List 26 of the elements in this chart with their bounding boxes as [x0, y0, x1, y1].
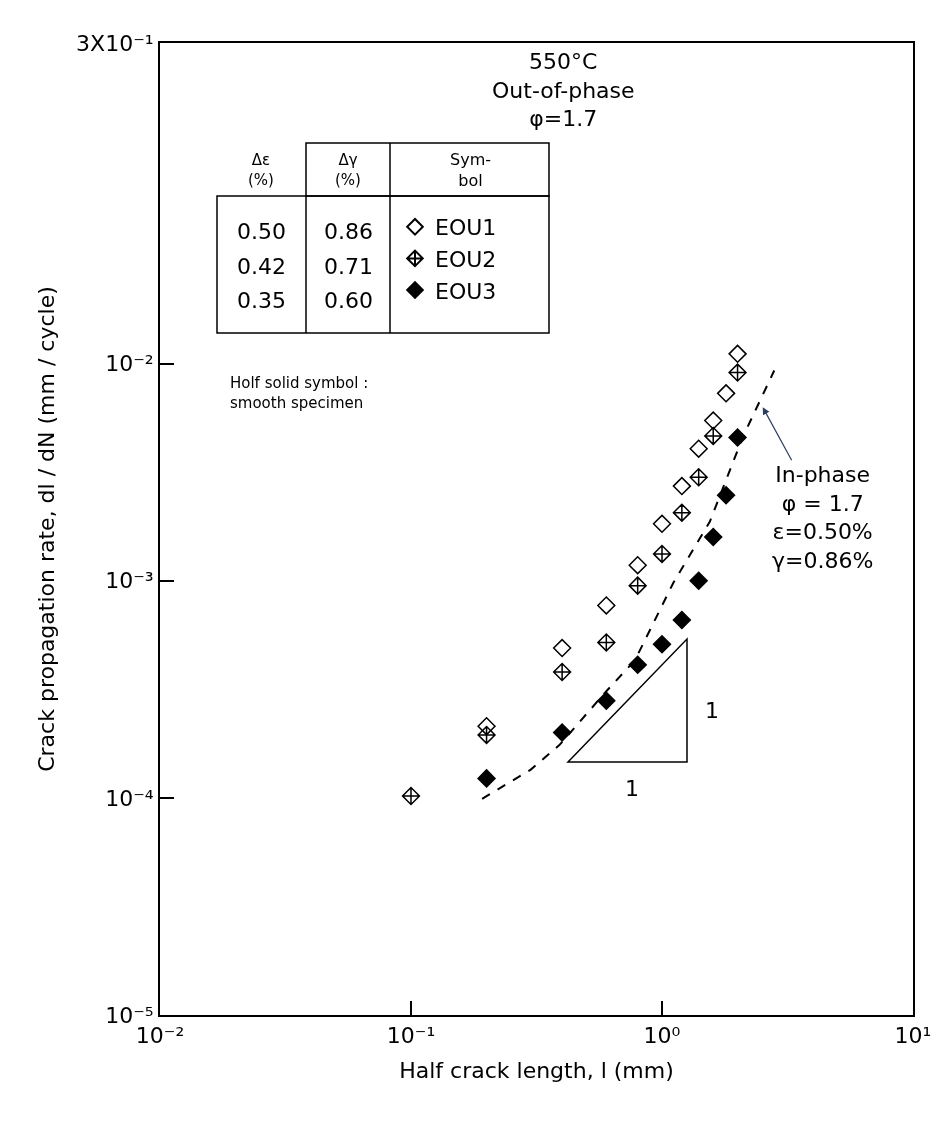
annotation: 0.71: [324, 254, 373, 279]
y-tick-label: 10⁻³: [105, 568, 154, 594]
annotation: 0.86: [324, 219, 373, 244]
annotation: Δγ (%): [335, 151, 361, 189]
legend-label: EOU2: [435, 246, 497, 272]
x-tick-label: 10⁰: [643, 1023, 681, 1049]
y-tick-label: 10⁻⁴: [105, 785, 154, 811]
annotation: 0.35: [237, 288, 286, 313]
annotation: 0.50: [237, 219, 286, 244]
y-tick-label: 10⁻²: [105, 351, 154, 377]
annotation: Δε (%): [248, 151, 274, 189]
annotation: 1: [625, 776, 639, 801]
annotation: 550°C Out-of-phase φ=1.7: [492, 49, 635, 132]
y-tick-label: 3X10⁻¹: [76, 30, 154, 56]
annotation: 1: [705, 698, 719, 723]
x-axis-title: Half crack length, l (mm): [399, 1057, 674, 1083]
y-axis-title: Crack propagation rate, dl / dN (mm / cycle): [34, 286, 60, 772]
x-tick-label: 10¹: [894, 1023, 932, 1049]
legend-label: EOU1: [435, 215, 497, 241]
annotation: Sym- bol: [450, 150, 491, 190]
annotation: In-phase φ = 1.7 ε=0.50% γ=0.86%: [772, 462, 874, 573]
annotation: Holf solid symbol : smooth specimen: [230, 374, 369, 412]
annotation: 0.42: [237, 254, 286, 279]
annotation: 0.60: [324, 288, 373, 313]
legend-label: EOU3: [435, 278, 497, 304]
x-tick-label: 10⁻¹: [386, 1023, 436, 1049]
